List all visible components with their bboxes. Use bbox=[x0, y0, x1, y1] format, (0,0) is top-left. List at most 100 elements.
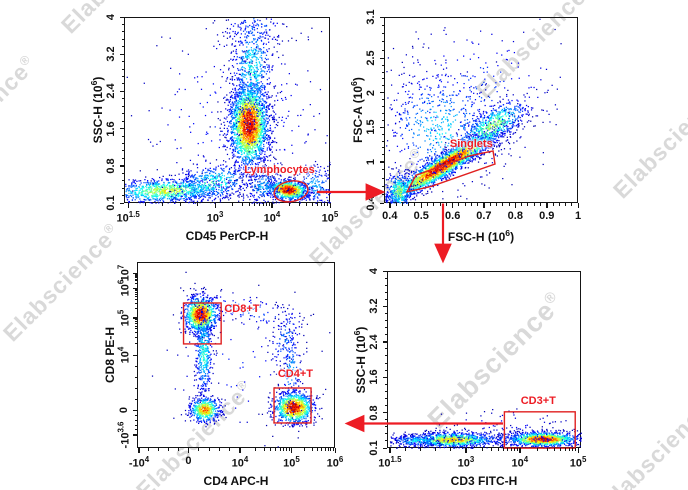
x-minor-tick bbox=[514, 448, 516, 451]
y-tick-mark bbox=[379, 16, 384, 18]
x-tick-label: 0 bbox=[185, 455, 192, 467]
x-tick-mark bbox=[271, 203, 273, 208]
x-minor-tick bbox=[282, 448, 284, 451]
x-tick-label: 0.7 bbox=[476, 210, 492, 222]
y-minor-tick bbox=[121, 150, 124, 152]
x-minor-tick bbox=[316, 203, 318, 206]
y-tick-mark bbox=[382, 270, 387, 272]
x-minor-tick bbox=[198, 448, 200, 451]
y-minor-tick bbox=[134, 274, 137, 276]
y-minor-tick bbox=[381, 78, 384, 80]
x-minor-tick bbox=[516, 448, 518, 451]
y-minor-tick bbox=[134, 419, 137, 421]
y-minor-tick bbox=[121, 180, 124, 182]
y-minor-tick bbox=[381, 85, 384, 87]
y-minor-tick bbox=[121, 187, 124, 189]
y-tick-label: -103.6 bbox=[116, 421, 132, 449]
y-tick-mark bbox=[119, 16, 124, 18]
y-tick-label: 0.1 bbox=[105, 195, 117, 211]
x-tick-mark bbox=[239, 448, 241, 453]
y-minor-tick bbox=[381, 119, 384, 121]
y-minor-tick bbox=[384, 433, 387, 435]
y-tick-mark bbox=[382, 376, 387, 378]
y-minor-tick bbox=[134, 299, 137, 301]
y-minor-tick bbox=[134, 292, 137, 294]
gate-lymphocytes bbox=[273, 180, 309, 203]
x-minor-tick bbox=[168, 448, 170, 451]
y-minor-tick bbox=[134, 328, 137, 330]
x-minor-tick bbox=[495, 203, 497, 206]
x-minor-tick bbox=[265, 203, 267, 206]
y-tick-label: 4 bbox=[368, 267, 380, 275]
y-minor-tick bbox=[134, 343, 137, 345]
y-minor-tick bbox=[381, 99, 384, 101]
x-tick-mark bbox=[577, 448, 579, 453]
y-axis-title: SSC-H (106) bbox=[89, 76, 105, 144]
y-tick-mark bbox=[132, 272, 137, 274]
y-tick-label: 0.1 bbox=[368, 440, 380, 456]
y-minor-tick bbox=[121, 135, 124, 137]
y-minor-tick bbox=[121, 83, 124, 85]
x-minor-tick bbox=[317, 448, 319, 451]
y-tick-label: 2 bbox=[365, 89, 377, 96]
y-tick-label: 0.8 bbox=[105, 158, 117, 174]
x-minor-tick bbox=[229, 448, 231, 451]
x-minor-tick bbox=[568, 448, 570, 451]
x-tick-mark bbox=[452, 203, 454, 208]
y-minor-tick bbox=[121, 23, 124, 25]
x-minor-tick bbox=[533, 203, 535, 206]
x-minor-tick bbox=[311, 448, 313, 451]
y-tick-mark bbox=[119, 128, 124, 130]
y-minor-tick bbox=[121, 105, 124, 107]
x-minor-tick bbox=[571, 203, 573, 206]
y-tick-label: 1.5 bbox=[365, 119, 377, 135]
x-minor-tick bbox=[445, 203, 447, 206]
x-minor-tick bbox=[560, 448, 562, 451]
x-minor-tick bbox=[279, 448, 281, 451]
plot-cd4-cd8 bbox=[137, 262, 336, 449]
x-minor-tick bbox=[162, 203, 164, 206]
y-tick-label: 1 bbox=[365, 158, 377, 165]
x-minor-tick bbox=[270, 448, 272, 451]
y-minor-tick bbox=[384, 362, 387, 364]
y-tick-label: 3.1 bbox=[365, 9, 377, 25]
y-minor-tick bbox=[134, 424, 137, 426]
y-minor-tick bbox=[121, 38, 124, 40]
y-tick-mark bbox=[382, 305, 387, 308]
x-minor-tick bbox=[262, 203, 264, 206]
y-minor-tick bbox=[134, 296, 137, 298]
y-minor-tick bbox=[121, 61, 124, 63]
x-minor-tick bbox=[299, 203, 301, 206]
y-tick-mark bbox=[379, 202, 384, 204]
x-minor-tick bbox=[552, 203, 554, 206]
x-minor-tick bbox=[145, 203, 146, 206]
y-tick-label: 106 bbox=[116, 279, 132, 297]
x-minor-tick bbox=[404, 448, 406, 451]
x-minor-tick bbox=[264, 448, 266, 451]
x-minor-tick bbox=[527, 203, 529, 206]
x-tick-label: 105 bbox=[283, 455, 300, 470]
gate-cd3-t bbox=[503, 411, 576, 449]
x-tick-label: 1 bbox=[574, 210, 582, 222]
x-minor-tick bbox=[254, 448, 256, 451]
x-minor-tick bbox=[491, 448, 493, 451]
x-minor-tick bbox=[304, 448, 306, 451]
y-minor-tick bbox=[121, 120, 124, 122]
density-scatter-canvas bbox=[388, 272, 582, 449]
x-tick-mark bbox=[187, 448, 190, 453]
y-tick-label: 3.2 bbox=[368, 298, 380, 315]
gate-label-singlets: Singlets bbox=[449, 138, 493, 151]
plot-cd3-ssc bbox=[387, 271, 582, 449]
x-minor-tick bbox=[258, 203, 260, 206]
y-minor-tick bbox=[381, 169, 384, 171]
gate-singlets bbox=[405, 150, 496, 193]
x-minor-tick bbox=[565, 203, 566, 206]
y-minor-tick bbox=[381, 185, 384, 187]
y-minor-tick bbox=[381, 112, 384, 114]
gate-cd4-t bbox=[273, 387, 312, 424]
x-tick-mark bbox=[420, 203, 423, 208]
x-minor-tick bbox=[450, 448, 452, 451]
y-tick-label: 107 bbox=[116, 264, 132, 282]
x-minor-tick bbox=[433, 203, 435, 206]
